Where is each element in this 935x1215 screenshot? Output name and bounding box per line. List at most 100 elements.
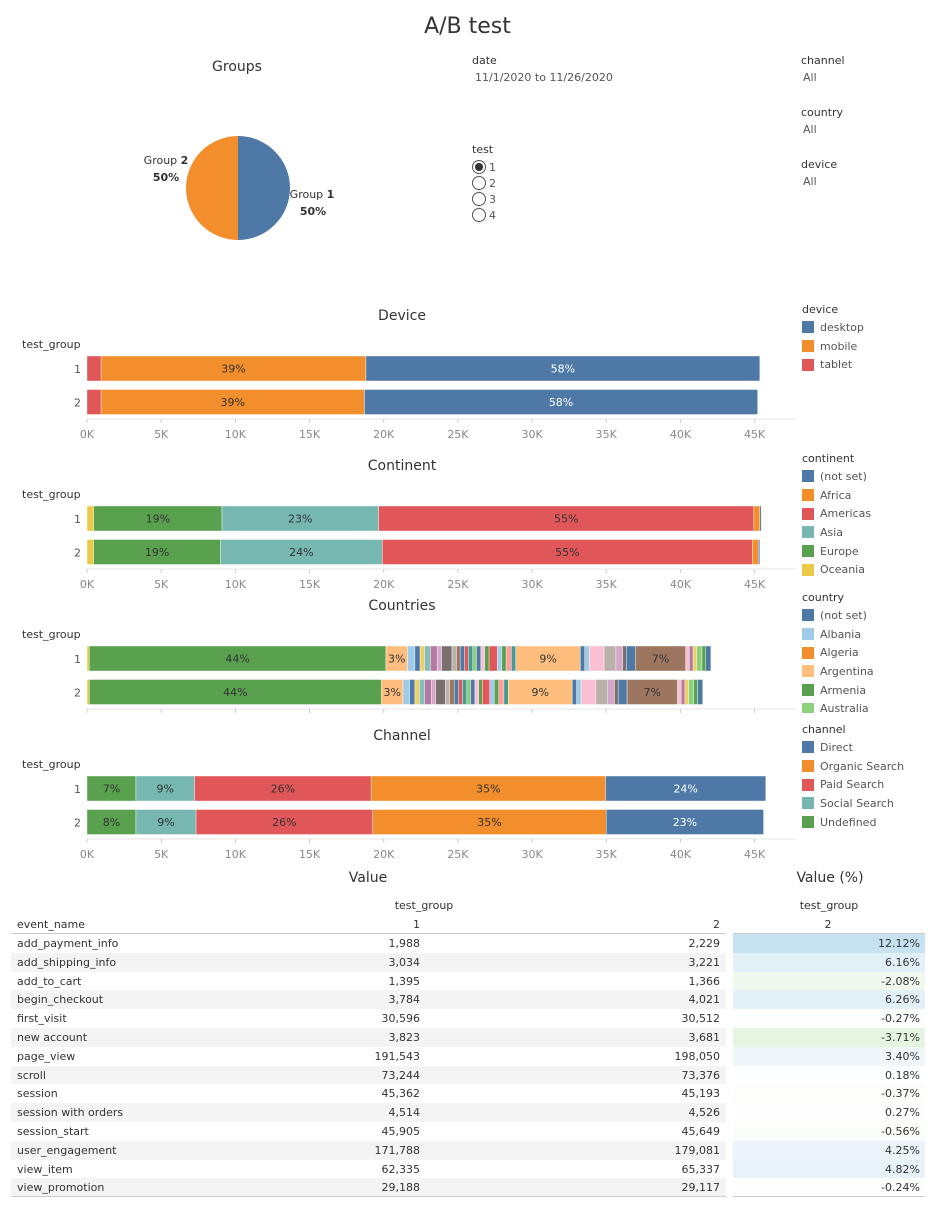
country-bar-segment[interactable]: [476, 645, 482, 672]
device-filter-value[interactable]: All: [803, 175, 817, 188]
channel-bar-segment[interactable]: [135, 809, 197, 835]
country-bar-segment[interactable]: [635, 645, 686, 672]
test-option-1[interactable]: 1: [472, 159, 496, 175]
continent-legend-item[interactable]: Asia: [802, 523, 932, 542]
table-row[interactable]: first_visit 30,596 30,512: [11, 1009, 726, 1028]
country-legend-item[interactable]: (not set): [802, 606, 932, 625]
country-bar-segment[interactable]: [584, 645, 590, 672]
continent-legend-item[interactable]: Americas: [802, 504, 932, 523]
country-bar-segment[interactable]: [459, 645, 465, 672]
table-row[interactable]: add_shipping_info 3,034 3,221: [11, 952, 726, 972]
country-bar-segment[interactable]: [424, 679, 432, 705]
table-row[interactable]: session_start 45,905 45,649: [11, 1122, 726, 1141]
country-legend-item[interactable]: Albania: [802, 625, 932, 644]
continent-bar-segment[interactable]: [758, 539, 761, 565]
country-bar-segment[interactable]: [615, 645, 623, 672]
country-bar-segment[interactable]: [595, 679, 608, 705]
table-row[interactable]: add_payment_info 1,988 2,229: [11, 934, 726, 953]
radio-icon[interactable]: [472, 208, 486, 222]
country-filter-value[interactable]: All: [803, 123, 817, 136]
country-bar-segment[interactable]: [697, 679, 703, 705]
country-bar-segment[interactable]: [441, 645, 453, 672]
continent-bar-segment[interactable]: [759, 505, 762, 532]
country-bar-segment[interactable]: [402, 679, 410, 705]
country-bar-segment[interactable]: [681, 679, 686, 705]
pct-cell[interactable]: 4.25%: [733, 1140, 925, 1160]
country-bar-segment[interactable]: [622, 645, 627, 672]
country-bar-segment[interactable]: [705, 645, 712, 672]
country-bar-segment[interactable]: [407, 645, 416, 672]
continent-bar-segment[interactable]: [752, 539, 759, 565]
country-bar-segment[interactable]: [482, 679, 491, 705]
country-bar-segment[interactable]: [576, 679, 582, 705]
pct-cell[interactable]: -2.08%: [733, 971, 925, 991]
country-bar-segment[interactable]: [86, 679, 90, 705]
country-legend-item[interactable]: Australia: [802, 699, 932, 713]
pie-slice-group-2[interactable]: [186, 136, 238, 240]
country-bar-segment[interactable]: [430, 645, 438, 672]
country-bar-segment[interactable]: [472, 645, 477, 672]
country-bar-segment[interactable]: [626, 679, 678, 705]
country-bar-segment[interactable]: [409, 679, 416, 705]
country-bar-segment[interactable]: [607, 679, 615, 705]
continent-legend-item[interactable]: Oceania: [802, 560, 932, 579]
channel-bar-segment[interactable]: [86, 809, 137, 835]
country-legend-item[interactable]: Algeria: [802, 643, 932, 662]
channel-filter-value[interactable]: All: [803, 71, 817, 84]
country-bar-segment[interactable]: [511, 645, 516, 672]
channel-bar-segment[interactable]: [86, 775, 137, 802]
device-bar-segment[interactable]: [364, 389, 758, 415]
country-bar-segment[interactable]: [484, 645, 490, 672]
test-option-4[interactable]: 4: [472, 207, 496, 223]
country-bar-segment[interactable]: [696, 645, 703, 672]
country-bar-segment[interactable]: [617, 679, 628, 705]
channel-bar-segment[interactable]: [370, 775, 606, 802]
country-bar-segment[interactable]: [685, 645, 690, 672]
country-bar-segment[interactable]: [497, 645, 502, 672]
channel-bar-segment[interactable]: [372, 809, 607, 835]
country-bar-segment[interactable]: [470, 679, 476, 705]
country-bar-segment[interactable]: [677, 679, 682, 705]
country-bar-segment[interactable]: [414, 679, 420, 705]
country-bar-segment[interactable]: [580, 645, 585, 672]
country-bar-segment[interactable]: [480, 645, 485, 672]
country-bar-segment[interactable]: [419, 645, 425, 672]
continent-bar-segment[interactable]: [220, 539, 383, 565]
pct-cell[interactable]: 0.27%: [733, 1103, 925, 1122]
continent-legend-item[interactable]: Africa: [802, 486, 932, 505]
country-bar-segment[interactable]: [494, 679, 499, 705]
device-bar-segment[interactable]: [100, 355, 367, 382]
table-row[interactable]: begin_checkout 3,784 4,021: [11, 990, 726, 1010]
country-bar-segment[interactable]: [474, 679, 479, 705]
device-legend-item[interactable]: mobile: [802, 337, 932, 356]
country-bar-segment[interactable]: [501, 645, 507, 672]
channel-legend-item[interactable]: Undefined: [802, 813, 932, 832]
table-row[interactable]: new account 3,823 3,681: [11, 1028, 726, 1047]
date-filter-value[interactable]: 11/1/2020 to 11/26/2020: [475, 71, 613, 84]
pct-cell[interactable]: -0.56%: [733, 1122, 925, 1141]
radio-icon[interactable]: [472, 176, 486, 190]
country-bar-segment[interactable]: [89, 645, 387, 672]
table-row[interactable]: page_view 191,543 198,050: [11, 1047, 726, 1066]
table-row[interactable]: user_engagement 171,788 179,081: [11, 1140, 726, 1160]
country-legend-item[interactable]: Armenia: [802, 681, 932, 700]
country-bar-segment[interactable]: [86, 645, 90, 672]
pct-cell[interactable]: 12.12%: [733, 934, 925, 953]
channel-bar-segment[interactable]: [605, 775, 766, 802]
country-bar-segment[interactable]: [580, 679, 597, 705]
country-bar-segment[interactable]: [689, 645, 694, 672]
test-option-3[interactable]: 3: [472, 191, 496, 207]
country-bar-segment[interactable]: [462, 679, 468, 705]
table-row[interactable]: session 45,362 45,193: [11, 1084, 726, 1103]
channel-bar-segment[interactable]: [195, 809, 373, 835]
device-legend-item[interactable]: desktop: [802, 318, 932, 337]
device-bar-segment[interactable]: [86, 389, 102, 415]
table-row[interactable]: add_to_cart 1,395 1,366: [11, 972, 726, 991]
pct-cell[interactable]: 3.40%: [733, 1046, 925, 1066]
channel-legend-item[interactable]: Paid Search: [802, 775, 932, 794]
pct-cell[interactable]: -3.71%: [733, 1028, 925, 1047]
radio-icon[interactable]: [472, 192, 486, 206]
continent-legend-item[interactable]: (not set): [802, 467, 932, 486]
country-bar-segment[interactable]: [508, 679, 573, 705]
country-bar-segment[interactable]: [503, 679, 509, 705]
